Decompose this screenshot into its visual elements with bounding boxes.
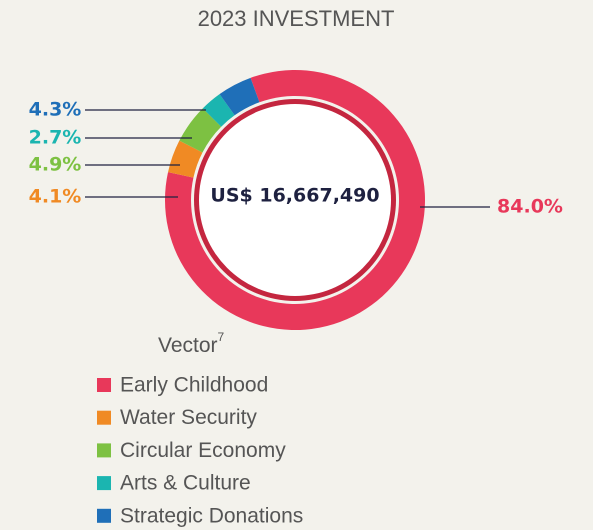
legend-title-superscript: 7 <box>218 330 225 344</box>
legend-swatch <box>97 508 111 523</box>
center-label: US$ 16,667,490 <box>210 185 379 207</box>
donut-segment <box>202 94 235 127</box>
donut-segment <box>168 140 203 178</box>
value-label: 2.7% <box>29 127 82 149</box>
legend-swatch <box>97 410 111 425</box>
legend-label: Early Childhood <box>120 374 268 397</box>
legend-swatch <box>97 378 111 392</box>
legend-swatch <box>97 443 111 458</box>
chart-title: 2023 INVESTMENT <box>198 6 395 31</box>
value-label: 4.1% <box>29 186 82 208</box>
legend-title: Vector7 <box>158 330 225 356</box>
donut-segment <box>219 77 260 116</box>
value-label: 4.9% <box>29 154 82 176</box>
legend-label: Circular Economy <box>120 439 286 462</box>
legend-label: Water Security <box>120 406 257 429</box>
value-label: 4.3% <box>29 99 82 121</box>
legend-swatch <box>97 476 111 491</box>
legend-label: Arts & Culture <box>120 472 251 495</box>
legend-title-text: Vector <box>158 334 218 357</box>
value-label: 84.0% <box>497 196 563 218</box>
donut <box>165 69 425 330</box>
donut-segment <box>179 108 222 153</box>
center-disc <box>199 104 391 296</box>
legend-label: Strategic Donations <box>120 504 303 527</box>
